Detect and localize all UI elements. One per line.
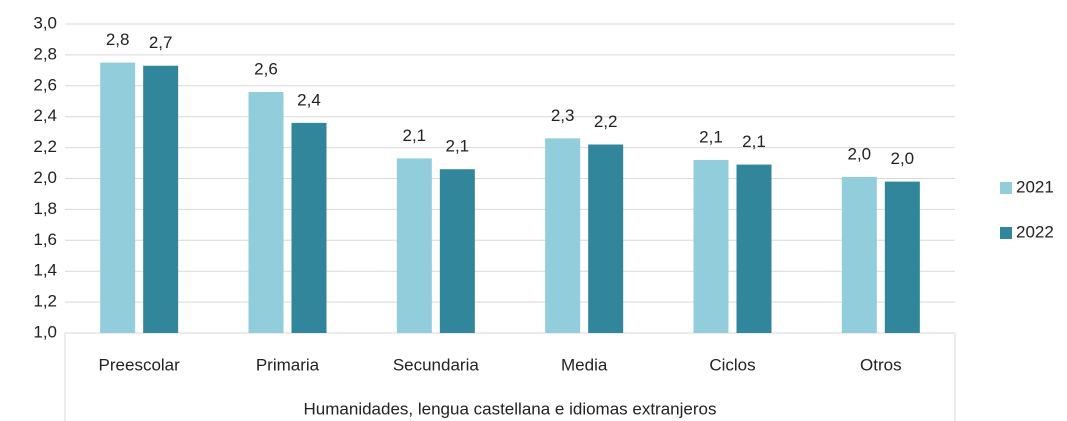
- legend-label: 2022: [1016, 222, 1054, 241]
- data-label: 2,8: [106, 30, 130, 49]
- data-label: 2,1: [403, 126, 427, 145]
- y-tick-label: 1,6: [33, 230, 57, 249]
- data-label: 2,1: [446, 137, 470, 156]
- legend-swatch: [1000, 182, 1012, 194]
- y-tick-label: 2,8: [33, 44, 57, 63]
- x-tick-label: Primaria: [256, 355, 320, 374]
- bar: [439, 169, 475, 333]
- x-tick-label: Otros: [860, 355, 902, 374]
- x-axis-label: Humanidades, lengua castellana e idiomas…: [304, 399, 717, 418]
- y-tick-label: 1,0: [33, 322, 57, 341]
- bar: [841, 176, 877, 333]
- data-label: 2,2: [594, 112, 618, 131]
- bar: [396, 158, 432, 333]
- y-tick-label: 2,2: [33, 137, 57, 156]
- data-label: 2,0: [891, 149, 915, 168]
- data-label: 2,0: [848, 144, 872, 163]
- y-tick-label: 1,8: [33, 199, 57, 218]
- data-label: 2,6: [254, 59, 278, 78]
- bar: [884, 181, 920, 333]
- y-tick-label: 2,0: [33, 168, 57, 187]
- data-label: 2,1: [699, 127, 723, 146]
- x-tick-label: Media: [561, 355, 608, 374]
- data-label: 2,4: [297, 90, 321, 109]
- y-tick-label: 2,6: [33, 75, 57, 94]
- x-tick-label: Preescolar: [99, 355, 181, 374]
- legend-label: 2021: [1016, 177, 1054, 196]
- bar: [693, 159, 729, 333]
- y-tick-label: 2,4: [33, 106, 57, 125]
- data-label: 2,3: [551, 106, 575, 125]
- bar: [248, 91, 284, 333]
- data-label: 2,7: [149, 33, 173, 52]
- y-tick-label: 1,2: [33, 292, 57, 311]
- bar: [291, 122, 327, 333]
- bar: [100, 62, 136, 333]
- bar: [143, 65, 179, 333]
- x-tick-label: Secundaria: [393, 355, 480, 374]
- x-tick-label: Ciclos: [709, 355, 755, 374]
- legend-swatch: [1000, 227, 1012, 239]
- y-tick-label: 1,4: [33, 261, 57, 280]
- bar: [736, 164, 772, 333]
- bar: [588, 144, 624, 333]
- bar: [545, 138, 581, 333]
- data-label: 2,1: [742, 132, 766, 151]
- y-tick-label: 3,0: [33, 13, 57, 32]
